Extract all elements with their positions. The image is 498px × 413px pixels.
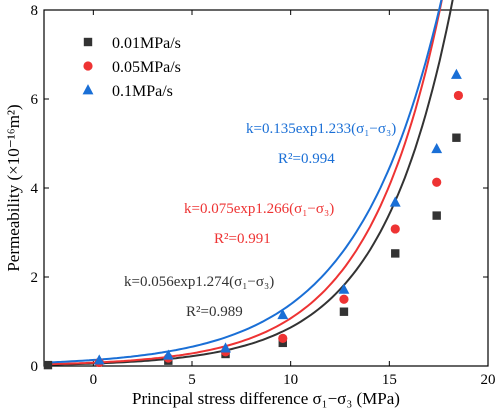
legend-label: 0.05MPa/s (112, 59, 181, 76)
data-point (339, 294, 349, 304)
y-tick-label: 8 (31, 3, 39, 19)
legend-label: 0.1MPa/s (112, 83, 173, 100)
legend-marker (83, 37, 93, 47)
fit-equation: k=0.056exp1.274(σ₁−σ₃) (124, 274, 274, 290)
data-point (452, 133, 461, 142)
x-axis-label: Principal stress difference σ₁−σ₃ (MPa) (132, 389, 400, 408)
data-point (450, 68, 462, 79)
fit-curve (43, 0, 443, 364)
data-point (432, 177, 442, 187)
x-tick-label: 20 (481, 372, 496, 388)
data-point (220, 342, 231, 353)
data-point (453, 90, 463, 101)
fit-curve (44, 0, 454, 366)
data-point (391, 249, 400, 258)
fit-r-squared: R²=0.991 (214, 231, 271, 247)
fit-r-squared: R²=0.994 (278, 151, 335, 167)
plot-frame (43, 9, 489, 367)
fit-equation: k=0.135exp1.233(σ₁−σ₃) (246, 121, 396, 137)
y-axis-label: Permeability (×10⁻¹⁶m²) (4, 104, 23, 271)
data-point (390, 224, 400, 234)
y-tick-label: 0 (31, 359, 39, 375)
y-tick-label: 6 (31, 92, 39, 108)
fit-equation: k=0.075exp1.266(σ₁−σ₃) (184, 201, 334, 217)
data-point (432, 211, 441, 220)
data-point (162, 349, 174, 360)
data-point (389, 196, 401, 207)
x-tick-label: 10 (283, 372, 298, 388)
legend-label: 0.01MPa/s (112, 35, 181, 52)
data-point (93, 354, 105, 365)
data-point (278, 333, 288, 344)
data-point (339, 307, 349, 316)
data-point (338, 283, 350, 294)
x-tick-label: 0 (90, 372, 98, 388)
data-point (431, 143, 443, 154)
x-tick-label: 15 (382, 372, 397, 388)
legend-marker (82, 84, 94, 95)
legend-marker (83, 61, 93, 71)
fit-curve (43, 0, 443, 366)
x-tick-label: 5 (188, 372, 196, 388)
y-tick-label: 4 (31, 181, 39, 197)
data-point (43, 360, 53, 370)
y-tick-label: 2 (31, 270, 39, 286)
fit-r-squared: R²=0.989 (186, 304, 243, 320)
data-point (277, 308, 289, 320)
